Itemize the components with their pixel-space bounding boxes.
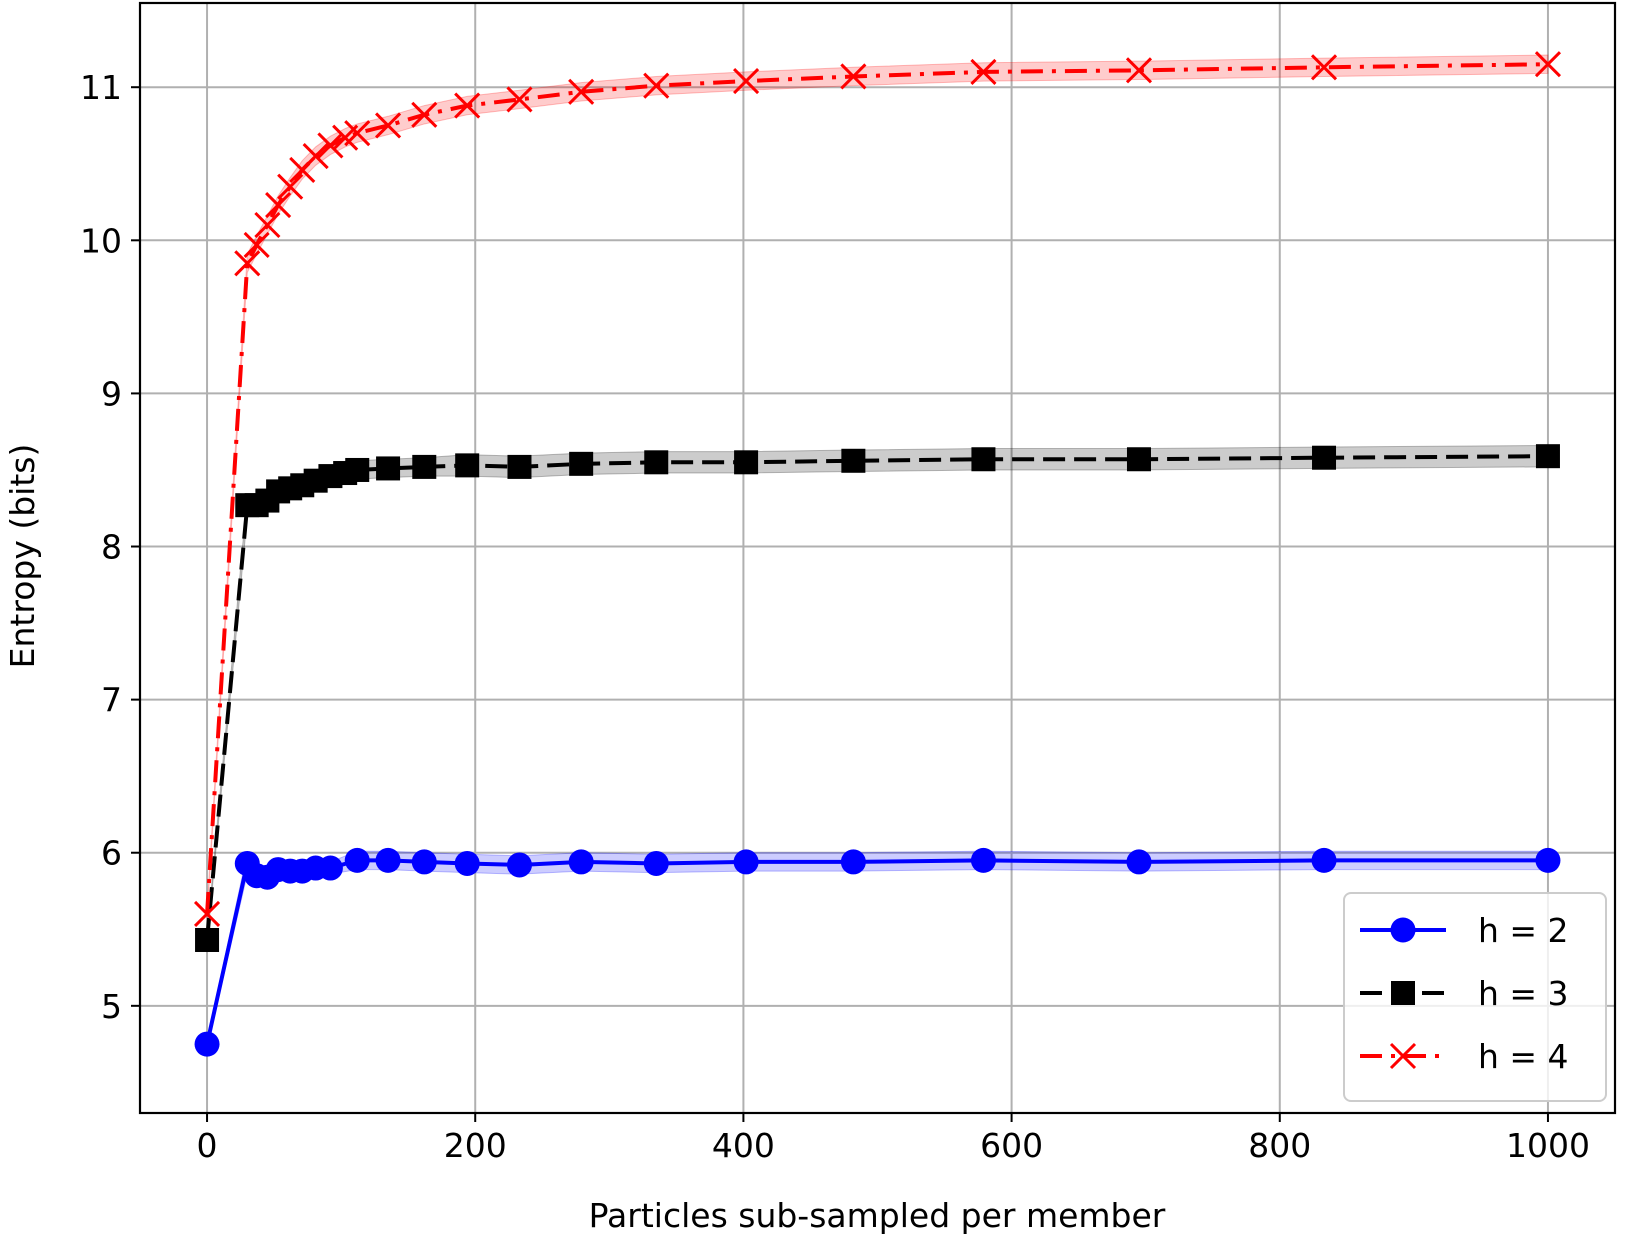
- legend-entry-2: h = 2: [1360, 911, 1569, 950]
- series-4-point: [317, 132, 344, 159]
- series-3-point: [195, 927, 220, 952]
- series-4-point: [506, 86, 533, 113]
- series-4-point: [568, 78, 595, 105]
- series-3-point: [1312, 445, 1337, 470]
- series-4-point: [243, 231, 270, 258]
- x-tick-label: 0: [197, 1126, 218, 1165]
- series-3-point: [412, 454, 437, 479]
- x-tick-label: 1000: [1506, 1126, 1590, 1165]
- series-4-point: [277, 173, 304, 200]
- legend-entry-2-marker: [1390, 917, 1416, 943]
- series-2-markers: [194, 847, 1561, 1057]
- legend-entry-4-label: h = 4: [1478, 1037, 1569, 1076]
- series-2-point: [194, 1031, 220, 1057]
- series-4-point: [411, 101, 438, 128]
- y-tick-label: 5: [101, 987, 122, 1026]
- y-tick-label: 9: [101, 374, 122, 413]
- x-tick-label: 800: [1248, 1126, 1311, 1165]
- plot-frame: [138, 1, 1617, 1115]
- legend-entry-3-label: h = 3: [1478, 974, 1569, 1013]
- series-3-point: [644, 450, 669, 475]
- series-3-point: [455, 453, 480, 478]
- series-2-point: [840, 849, 866, 875]
- series-4-point: [344, 120, 371, 147]
- series-4-band: [206, 54, 1549, 919]
- x-tick-label: 600: [980, 1126, 1043, 1165]
- y-tick-label: 11: [80, 68, 122, 107]
- grid-lines: [140, 3, 1615, 1113]
- series-3-point: [569, 451, 594, 476]
- legend-entry-4: h = 4: [1360, 1037, 1569, 1076]
- legend-entry-3: h = 3: [1360, 974, 1569, 1013]
- series-3-point: [1126, 447, 1151, 472]
- series-3-point: [1535, 444, 1560, 469]
- series-3-point: [971, 447, 996, 472]
- series-4-point: [265, 192, 292, 219]
- series-4-point: [643, 72, 670, 99]
- x-tick-label: 400: [712, 1126, 775, 1165]
- series-2-point: [375, 847, 401, 873]
- series-2-point: [643, 850, 669, 876]
- series-2-point: [411, 849, 437, 875]
- series-2-point: [1126, 849, 1152, 875]
- series-4-markers: [193, 51, 1562, 928]
- x-axis-label: Particles sub-sampled per member: [589, 1196, 1166, 1235]
- series-3-point: [841, 448, 866, 473]
- series-4-point: [970, 58, 997, 85]
- y-axis-ticks: 5 6 7 8 9 10 11: [80, 68, 140, 1026]
- series-2-point: [1535, 847, 1561, 873]
- series-4-point: [375, 112, 402, 139]
- series-4-point: [254, 211, 281, 239]
- series-2-point: [344, 847, 370, 873]
- series-4-point: [1310, 54, 1338, 81]
- series-3-markers: [195, 444, 1560, 952]
- series-4-line: [205, 62, 1548, 915]
- series-2-point: [733, 849, 759, 875]
- y-tick-label: 7: [101, 681, 122, 720]
- x-axis-ticks: 0 200 400 600 800 1000: [197, 1113, 1590, 1165]
- series-4-point: [193, 900, 221, 928]
- series-3-point: [376, 456, 401, 481]
- series-4-point: [840, 63, 867, 90]
- y-axis-label: Entropy (bits): [3, 444, 42, 669]
- series-2-point: [454, 850, 480, 876]
- y-tick-label: 6: [101, 834, 122, 873]
- legend-entry-2-label: h = 2: [1478, 911, 1569, 950]
- series-4-point: [454, 92, 481, 119]
- x-tick-label: 200: [444, 1126, 507, 1165]
- series-4-point: [1534, 51, 1562, 78]
- series-2-point: [568, 849, 594, 875]
- series-4-point: [302, 143, 329, 170]
- legend-entry-3-marker: [1391, 981, 1415, 1005]
- legend-entry-4-marker: [1389, 1042, 1417, 1070]
- legend: h = 2 h = 3 h = 4: [1343, 892, 1607, 1102]
- series-2-point: [970, 847, 996, 873]
- series-4-point: [733, 68, 760, 95]
- series-3-point: [734, 450, 759, 475]
- series-2-point: [506, 852, 532, 878]
- series-3-point: [345, 457, 370, 482]
- series-2-point: [317, 855, 343, 881]
- y-tick-label: 10: [80, 221, 122, 260]
- series-4-point: [234, 250, 261, 277]
- y-tick-label: 8: [101, 528, 122, 567]
- series-4-point: [1125, 57, 1153, 84]
- series-3-point: [507, 454, 532, 479]
- series-markers: [193, 51, 1562, 1057]
- series-2-point: [1311, 847, 1337, 873]
